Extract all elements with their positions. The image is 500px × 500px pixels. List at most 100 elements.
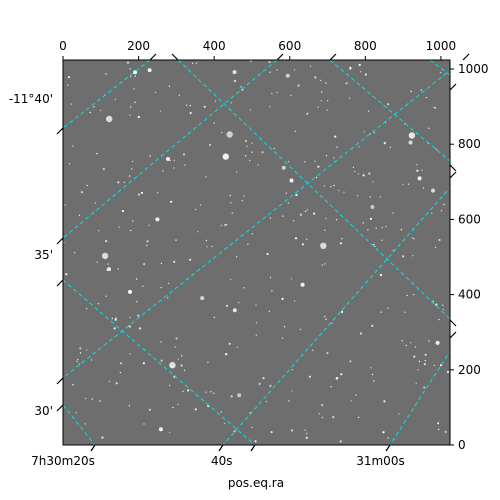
star: [132, 160, 134, 163]
star: [97, 303, 100, 305]
star: [205, 239, 208, 242]
star: [293, 69, 296, 71]
star: [230, 102, 232, 104]
star: [136, 301, 138, 303]
star: [371, 324, 374, 327]
star: [233, 79, 237, 83]
star: [407, 183, 410, 185]
star: [243, 195, 245, 197]
star: [410, 342, 412, 344]
grid-edge-ticks: [56, 53, 470, 452]
star: [433, 106, 435, 109]
star: [349, 66, 352, 69]
star: [381, 239, 383, 241]
star: [416, 169, 419, 172]
star: [437, 422, 440, 425]
edge-tick: [449, 331, 457, 339]
star: [383, 400, 386, 403]
star: [370, 205, 375, 209]
ra-tick-label: 40s: [211, 454, 233, 468]
star: [101, 436, 104, 439]
edge-tick: [56, 377, 64, 385]
star: [431, 212, 433, 214]
star: [295, 193, 298, 197]
star: [432, 300, 435, 302]
star: [160, 286, 162, 289]
star: [434, 246, 437, 249]
star: [160, 359, 163, 362]
star: [140, 191, 144, 194]
star: [139, 327, 142, 330]
star: [341, 238, 343, 240]
star: [281, 165, 286, 170]
star: [189, 258, 192, 261]
star: [244, 139, 247, 143]
star: [137, 193, 141, 196]
star: [64, 204, 67, 206]
star: [413, 238, 415, 240]
star: [269, 71, 271, 73]
star: [369, 217, 372, 220]
star: [251, 151, 253, 153]
star: [363, 131, 365, 133]
star: [159, 110, 162, 112]
ra-tick-label: 7h30m20s: [31, 454, 95, 468]
star: [208, 143, 212, 146]
star: [313, 212, 316, 215]
star: [413, 355, 416, 358]
star: [210, 391, 212, 393]
star: [254, 440, 257, 443]
star: [418, 360, 421, 363]
edge-tick: [449, 164, 457, 172]
star: [321, 405, 323, 407]
edge-tick: [449, 171, 457, 179]
star: [113, 327, 116, 330]
star: [129, 75, 132, 78]
star: [185, 104, 188, 106]
edge-tick: [90, 444, 96, 452]
star: [73, 251, 76, 254]
star: [251, 142, 253, 144]
star: [410, 90, 412, 93]
star: [435, 148, 437, 150]
star: [425, 96, 427, 99]
star: [200, 296, 205, 301]
star: [78, 214, 81, 216]
star: [404, 311, 406, 313]
star: [75, 412, 78, 414]
star: [129, 316, 131, 319]
star: [191, 62, 194, 65]
star: [187, 389, 190, 392]
right-tick-label: 600: [458, 212, 481, 226]
star: [76, 360, 78, 362]
star: [207, 361, 209, 364]
star: [420, 89, 422, 91]
star: [435, 340, 440, 345]
star: [131, 168, 133, 170]
star: [367, 229, 369, 231]
star: [85, 349, 88, 351]
star: [72, 145, 74, 147]
right-tick-label: 0: [458, 438, 466, 452]
star: [387, 437, 389, 439]
star: [276, 69, 278, 71]
star: [230, 202, 232, 204]
star: [173, 167, 175, 169]
star: [98, 229, 100, 232]
star: [146, 244, 148, 247]
star: [362, 222, 364, 224]
star: [438, 318, 440, 321]
star: [325, 82, 327, 84]
edge-tick: [385, 444, 391, 452]
star: [194, 208, 197, 211]
star: [99, 400, 101, 402]
star: [222, 153, 229, 160]
star: [362, 174, 365, 177]
star: [265, 400, 268, 403]
star: [373, 380, 375, 382]
star: [169, 362, 176, 369]
star: [270, 431, 273, 434]
star: [258, 382, 261, 385]
star: [199, 204, 202, 206]
star: [324, 263, 326, 265]
